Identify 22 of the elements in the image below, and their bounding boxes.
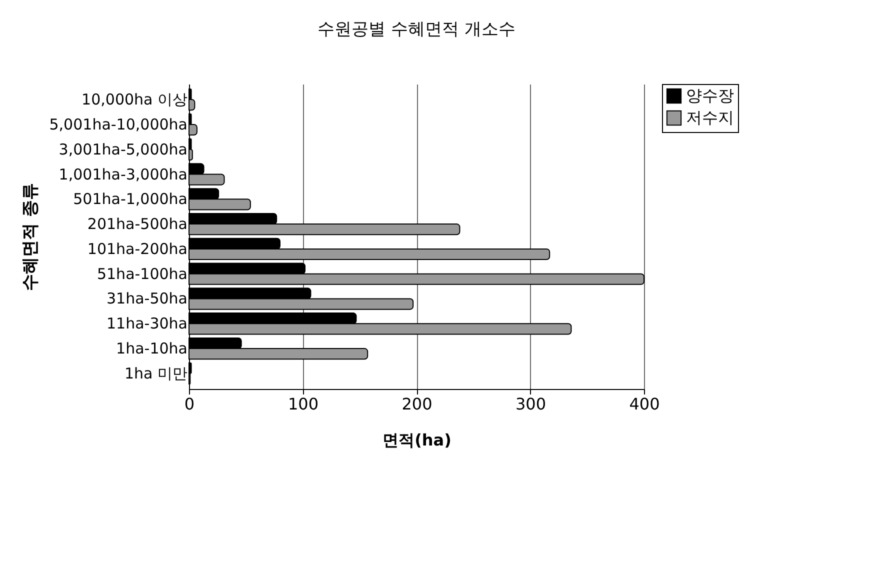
legend-label: 저수지: [686, 108, 734, 127]
y-tick-label: 1,001ha-3,000ha: [58, 165, 188, 184]
y-tick-label: 201ha-500ha: [87, 215, 188, 234]
x-tick-label: 100: [288, 394, 319, 414]
y-tick-label: 31ha-50ha: [106, 290, 188, 308]
x-tick-label: 0: [184, 394, 195, 414]
chart-title: 수원공별 수혜면적 개소수: [318, 20, 516, 40]
legend-label: 양수장: [686, 86, 734, 105]
y-tick-label: 1ha-10ha: [116, 340, 188, 358]
y-tick-label: 10,000ha 이상: [82, 90, 188, 109]
y-tick-label: 1ha 미만: [124, 364, 188, 382]
x-axis-title: 면적(ha): [382, 430, 452, 450]
y-tick-label: 3,001ha-5,000ha: [58, 140, 188, 158]
y-tick-label: 51ha-100ha: [96, 264, 188, 283]
y-tick-label: 501ha-1,000ha: [73, 190, 188, 208]
y-tick-label: 11ha-30ha: [106, 314, 188, 333]
x-tick-label: 300: [515, 394, 546, 414]
x-tick-label: 200: [402, 394, 432, 414]
x-tick-label: 400: [629, 394, 660, 414]
y-tick-label: 101ha-200ha: [87, 240, 188, 258]
y-tick-label: 5,001ha-10,000ha: [49, 115, 188, 134]
y-axis-title: 수혜면적 종류: [20, 183, 40, 291]
